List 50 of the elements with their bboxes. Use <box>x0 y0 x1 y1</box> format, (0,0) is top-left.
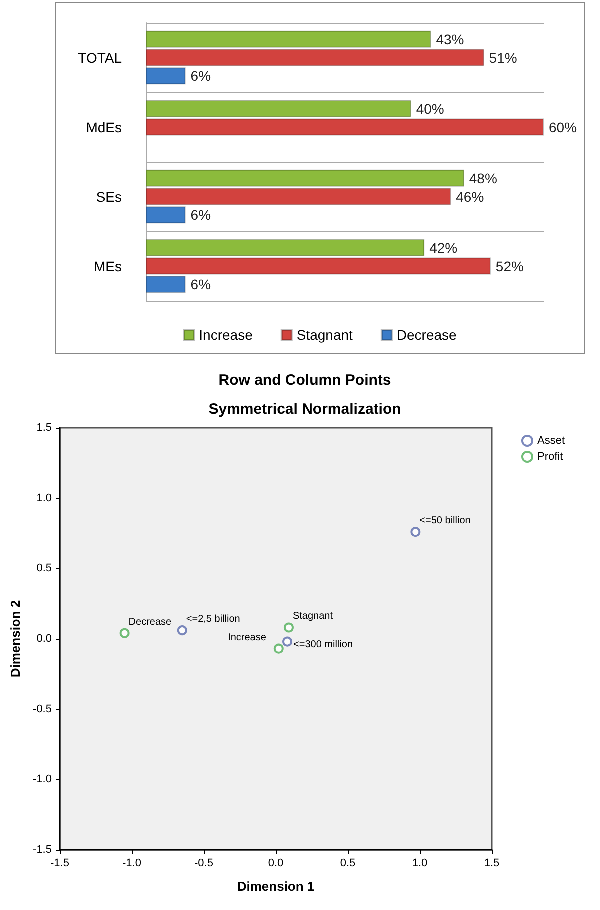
y-tick-label: 1.5 <box>36 422 52 434</box>
y-tick-label: 0.0 <box>36 633 52 645</box>
annotation: <=50 billion <box>420 516 471 527</box>
annotation: Decrease <box>128 616 172 628</box>
y-tick-label: -0.5 <box>33 703 52 716</box>
point <box>410 527 421 538</box>
y-axis-title: Dimension 2 <box>8 600 24 678</box>
annotation: Increase <box>228 632 267 644</box>
chart-title: Row and Column Points <box>218 372 392 389</box>
data-label: 48% <box>469 170 498 186</box>
y-tick-label: MEs <box>94 258 122 274</box>
y-tick-label: -1.0 <box>33 774 52 786</box>
y-tick-label: TOTAL <box>78 50 122 66</box>
x-tick-label: 0.5 <box>340 858 356 870</box>
legend-label: Profit <box>537 451 564 463</box>
point <box>284 622 294 633</box>
x-axis-title: Dimension 1 <box>237 879 315 894</box>
x-tick-label: -0.5 <box>194 858 214 870</box>
legend-label: Increase <box>199 327 254 343</box>
point <box>120 628 130 638</box>
y-tick-label: 0.5 <box>36 562 52 575</box>
x-tick-label: 0.0 <box>268 858 284 870</box>
y-tick-label: -1.5 <box>33 844 52 856</box>
data-label: 6% <box>190 207 212 224</box>
data-label: 60% <box>549 119 578 136</box>
annotation: Stagnant <box>292 611 334 622</box>
point <box>274 644 284 654</box>
point <box>177 626 188 636</box>
data-label: 46% <box>456 188 484 205</box>
point <box>282 636 293 647</box>
data-label: 43% <box>436 31 464 48</box>
data-label: 42% <box>430 240 458 256</box>
annotation: <=2,5 billion <box>186 614 240 626</box>
data-label: 51% <box>489 50 518 66</box>
y-tick-label: MdEs <box>86 119 122 136</box>
data-label: 6% <box>190 68 212 84</box>
x-tick-label: 1.0 <box>412 858 428 870</box>
y-tick-label: 1.0 <box>36 492 52 504</box>
legend-label: Decrease <box>396 327 458 343</box>
legend-label: Stagnant <box>296 327 354 343</box>
y-tick-label: SEs <box>96 188 122 205</box>
legend-label: Asset <box>537 435 566 447</box>
chart-subtitle: Symmetrical Normalization <box>208 401 402 418</box>
annotation: <=300 million <box>294 639 354 650</box>
x-tick-label: -1.0 <box>122 858 142 870</box>
x-tick-label: 1.5 <box>484 858 500 870</box>
data-label: 6% <box>190 276 212 293</box>
x-tick-label: -1.5 <box>50 858 70 870</box>
data-label: 52% <box>496 258 524 274</box>
data-label: 40% <box>416 100 444 117</box>
